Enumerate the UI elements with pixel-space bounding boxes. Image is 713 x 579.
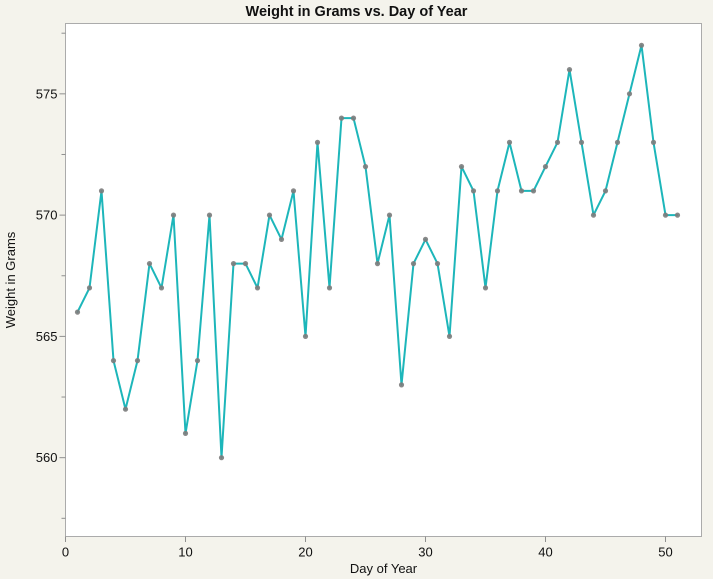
data-point-marker [458, 164, 465, 170]
data-point-marker [422, 236, 429, 242]
x-tick-label: 50 [658, 545, 672, 560]
data-point-marker [398, 382, 405, 388]
data-point-marker [326, 285, 333, 291]
data-point-marker [74, 309, 81, 315]
data-point-marker [578, 139, 585, 145]
plot-area [65, 23, 702, 537]
data-point-marker [314, 139, 321, 145]
data-point-marker [242, 261, 249, 267]
data-point-marker [146, 261, 153, 267]
data-point-marker [350, 115, 357, 121]
data-point-marker [170, 212, 177, 218]
data-point-marker [482, 285, 489, 291]
data-point-marker [302, 333, 309, 339]
x-tick-label: 30 [418, 545, 432, 560]
x-tick-label: 0 [62, 545, 69, 560]
data-point-marker [386, 212, 393, 218]
data-point-marker [278, 236, 285, 242]
y-axis-label: Weight in Grams [3, 231, 18, 328]
data-point-marker [446, 333, 453, 339]
data-point-marker [650, 139, 657, 145]
data-point-marker [410, 261, 417, 267]
data-point-marker [182, 430, 189, 436]
data-point-marker [614, 139, 621, 145]
data-point-marker [470, 188, 477, 194]
data-point-marker [134, 358, 141, 364]
data-point-marker [206, 212, 213, 218]
data-point-marker [662, 212, 669, 218]
data-point-marker [638, 42, 645, 48]
data-point-marker [218, 455, 225, 461]
data-point-marker [602, 188, 609, 194]
data-point-marker [518, 188, 525, 194]
data-point-marker [542, 164, 549, 170]
y-tick-label: 565 [36, 329, 58, 344]
data-point-marker [590, 212, 597, 218]
data-point-marker [374, 261, 381, 267]
data-point-marker [110, 358, 117, 364]
chart-title: Weight in Grams vs. Day of Year [246, 4, 468, 20]
data-point-marker [362, 164, 369, 170]
data-point-marker [122, 406, 129, 412]
data-point-marker [626, 91, 633, 97]
data-point-marker [290, 188, 297, 194]
data-point-marker [674, 212, 681, 218]
data-point-marker [194, 358, 201, 364]
data-point-marker [230, 261, 237, 267]
data-point-marker [566, 67, 573, 73]
y-tick-label: 575 [36, 86, 58, 101]
data-point-marker [98, 188, 105, 194]
data-point-marker [506, 139, 513, 145]
y-tick-label: 560 [36, 450, 58, 465]
x-axis-label: Day of Year [350, 561, 418, 576]
data-series [74, 42, 681, 461]
data-point-marker [434, 261, 441, 267]
data-point-marker [530, 188, 537, 194]
data-point-marker [338, 115, 345, 121]
axis-ticks: 560 565 570 575 0 10 20 30 40 50 [36, 32, 673, 560]
y-tick-label: 570 [36, 208, 58, 223]
data-point-marker [266, 212, 273, 218]
data-point-marker [158, 285, 165, 291]
data-point-marker [554, 139, 561, 145]
x-tick-label: 10 [178, 545, 192, 560]
x-tick-label: 20 [298, 545, 312, 560]
data-point-marker [254, 285, 261, 291]
data-point-marker [86, 285, 93, 291]
x-tick-label: 40 [538, 545, 552, 560]
data-point-marker [494, 188, 501, 194]
